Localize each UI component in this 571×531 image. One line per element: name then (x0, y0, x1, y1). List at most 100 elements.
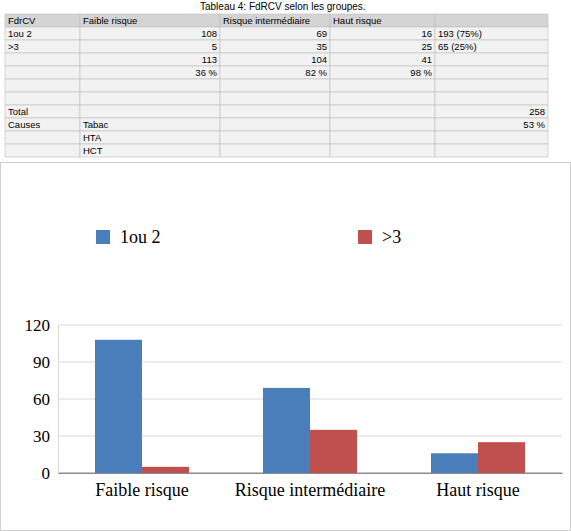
table-text: 1ou 2 (8, 28, 32, 39)
bar (95, 340, 142, 473)
table-cell (330, 66, 435, 79)
legend-swatch (358, 230, 372, 244)
table-cell (220, 105, 330, 118)
table-cell (330, 105, 435, 118)
table-header: Haut risque (333, 15, 382, 26)
table-cell (220, 92, 330, 105)
y-tick: 30 (33, 427, 58, 446)
table-cell (330, 40, 435, 53)
table-text: 5 (212, 41, 217, 52)
x-tick-label: Risque intermédiaire (235, 480, 385, 500)
grid (58, 325, 562, 473)
table-cell (220, 14, 330, 27)
table-text: 193 (75%) (438, 28, 482, 39)
table-cell (5, 118, 80, 131)
table-cell (5, 105, 80, 118)
table-text: 65 (25%) (438, 41, 477, 52)
table-text: 16 (421, 28, 432, 39)
x-tick-label: Faible risque (95, 480, 188, 500)
table-text: 36 % (195, 67, 217, 78)
table-cell (80, 66, 220, 79)
table-text: HTA (83, 132, 102, 143)
table-cell (80, 118, 220, 131)
table-text: Tabac (83, 119, 109, 130)
table-cell (435, 105, 548, 118)
bar (310, 430, 357, 473)
table-cell (5, 27, 80, 40)
table-cell (5, 144, 80, 157)
y-tick-label: 90 (33, 353, 50, 372)
table-cell (330, 118, 435, 131)
table-cell (435, 66, 548, 79)
table-cell (435, 131, 548, 144)
table-cell (80, 144, 220, 157)
table-header: FdrCV (8, 15, 36, 26)
table-cell (220, 144, 330, 157)
table-title: Tableau 4: FdRCV selon les groupes. (200, 1, 366, 12)
table: Tableau 4: FdRCV selon les groupes. FdrCV… (5, 1, 548, 157)
legend-label: >3 (382, 227, 401, 247)
table-cell (80, 105, 220, 118)
x-tick: Haut risque (436, 473, 519, 500)
y-tick: 0 (42, 464, 59, 483)
legend-label: 1ou 2 (120, 227, 161, 247)
table-cell (5, 79, 80, 92)
bar (478, 442, 525, 473)
table-text: HCT (83, 145, 103, 156)
table-cell (80, 27, 220, 40)
x-tick-label: Haut risque (436, 480, 519, 500)
table-cell (220, 131, 330, 144)
table-cell (435, 14, 548, 27)
x-axis: Faible risque Risque intermédiaire Haut ri… (59, 473, 563, 500)
table-cell (80, 14, 220, 27)
y-tick: 120 (25, 316, 59, 335)
table-text: 69 (316, 28, 327, 39)
table-header: Risque intermédiaire (223, 15, 310, 26)
table-cell (80, 40, 220, 53)
table-text: >3 (8, 41, 19, 52)
y-tick-label: 0 (42, 464, 51, 483)
x-axis-line (59, 473, 563, 474)
table-cell (80, 92, 220, 105)
table-cell (435, 144, 548, 157)
table-cell (80, 53, 220, 66)
table-cell (330, 92, 435, 105)
y-tick: 90 (33, 353, 58, 372)
table-text: 108 (201, 28, 217, 39)
table-cell (5, 66, 80, 79)
table-cell (220, 53, 330, 66)
table-cell (435, 79, 548, 92)
table-cell (330, 131, 435, 144)
x-tick: Faible risque (95, 473, 188, 500)
table-cell (435, 118, 548, 131)
table-text: 25 (421, 41, 432, 52)
bar (263, 388, 310, 473)
table-cell (330, 27, 435, 40)
legend: 1ou 2 >3 (96, 227, 401, 247)
bar (431, 453, 478, 473)
chart: 0 30 60 90 120 Faible risque Risque intermédia… (1, 163, 571, 531)
table-cell (330, 14, 435, 27)
y-tick-label: 60 (33, 390, 50, 409)
table-cell (5, 131, 80, 144)
table-cell (330, 79, 435, 92)
table-text: Total (8, 106, 28, 117)
table-cell (220, 79, 330, 92)
y-tick: 60 (33, 390, 58, 409)
table-text: 258 (529, 106, 545, 117)
chart-frame (1, 163, 571, 531)
table-text: 98 % (410, 67, 432, 78)
table-text: 41 (421, 54, 432, 65)
page: Tableau 4: FdRCV selon les groupes. FdrCV… (0, 0, 571, 531)
table-cell (80, 79, 220, 92)
table-cell (330, 144, 435, 157)
grid-line (58, 325, 562, 326)
table-cell (330, 53, 435, 66)
legend-swatch (96, 230, 110, 244)
table-cell (435, 27, 548, 40)
bars (95, 340, 525, 473)
table-cell (220, 66, 330, 79)
table-cell (5, 40, 80, 53)
table-cell (220, 27, 330, 40)
table-text: 82 % (305, 67, 327, 78)
